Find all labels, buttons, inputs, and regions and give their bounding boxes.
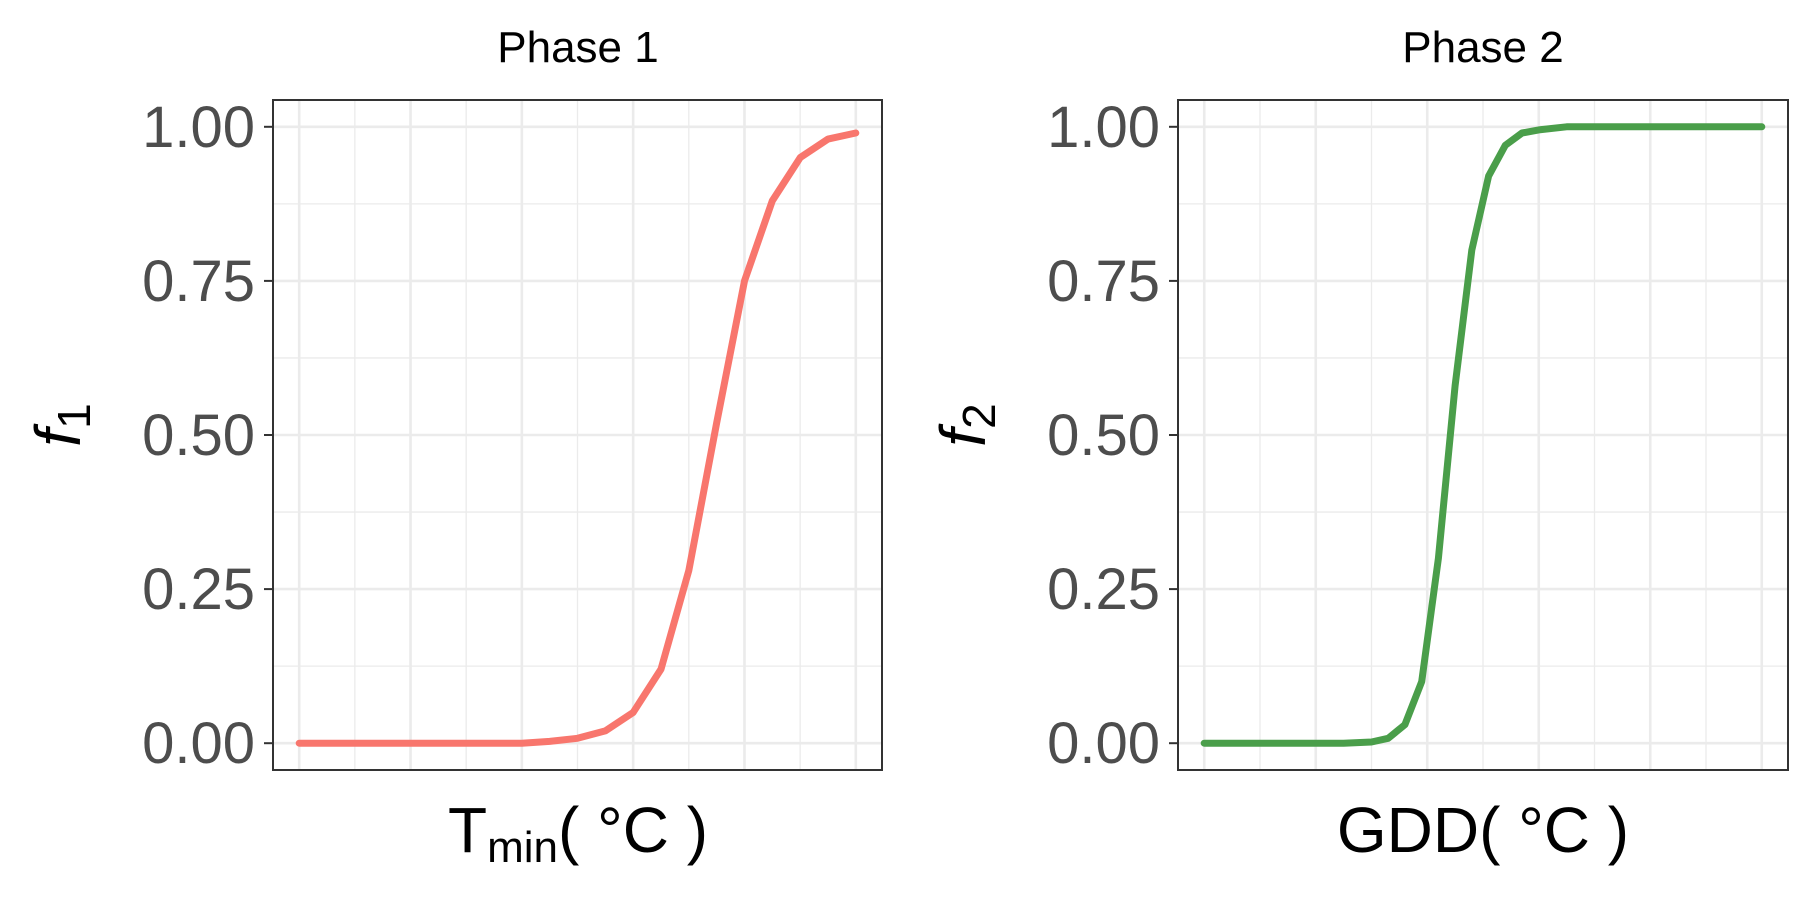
y-tick-label: 1.00 <box>1047 95 1160 160</box>
x-axis-label-main-1: T <box>448 794 487 866</box>
plot-frame <box>1177 99 1789 771</box>
panel-title-phase-2: Phase 2 <box>1402 23 1563 72</box>
series-line <box>1200 123 1766 747</box>
y-axis-label-phase-2: f2 <box>927 403 1005 446</box>
y-axis-label-sub-2: 2 <box>953 403 1005 429</box>
x-axis-label-phase-1: Tmin( °C ) <box>448 794 708 872</box>
series-line <box>295 129 860 747</box>
x-axis-label-sub-1: min <box>487 823 558 872</box>
y-tick-label: 0.50 <box>1047 403 1160 468</box>
y-tick-label: 0.00 <box>1047 711 1160 776</box>
y-tick-label: 0.25 <box>142 557 255 622</box>
plot-frame <box>272 99 883 771</box>
y-axis-label-sub-1: 1 <box>48 403 100 429</box>
y-tick-label: 1.00 <box>142 95 255 160</box>
y-axis-label-phase-1: f1 <box>22 403 100 446</box>
panel-phase-1: Phase 1 0.00 0.25 0.50 0.75 1.00 f1 Tmin( °C… <box>22 23 883 872</box>
x-axis-label-unit-1: ( °C ) <box>558 794 708 866</box>
panel-title-phase-1: Phase 1 <box>497 23 658 72</box>
y-tick-label: 0.25 <box>1047 557 1160 622</box>
y-tick-label: 0.75 <box>142 249 255 314</box>
plot-area-1: 0.00 0.25 0.50 0.75 1.00 <box>142 95 883 776</box>
plot-area-2: 0.00 0.25 0.50 0.75 1.00 <box>1047 95 1789 776</box>
x-axis-label-phase-2: GDD( °C ) <box>1337 794 1629 866</box>
panel-phase-2: Phase 2 0.00 0.25 0.50 0.75 1.00 f2 GDD( °C … <box>927 23 1789 866</box>
y-tick-label: 0.75 <box>1047 249 1160 314</box>
y-tick-label: 0.50 <box>142 403 255 468</box>
y-tick-label: 0.00 <box>142 711 255 776</box>
